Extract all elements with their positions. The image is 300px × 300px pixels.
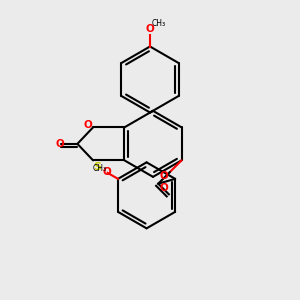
Text: O: O xyxy=(146,25,154,34)
Text: O: O xyxy=(55,139,64,149)
Text: CH₃: CH₃ xyxy=(92,164,106,172)
Text: O: O xyxy=(159,183,168,193)
Text: O: O xyxy=(83,120,92,130)
Text: S: S xyxy=(94,162,102,172)
Text: CH₃: CH₃ xyxy=(152,19,166,28)
Text: O: O xyxy=(160,171,168,182)
Text: O: O xyxy=(102,167,111,177)
